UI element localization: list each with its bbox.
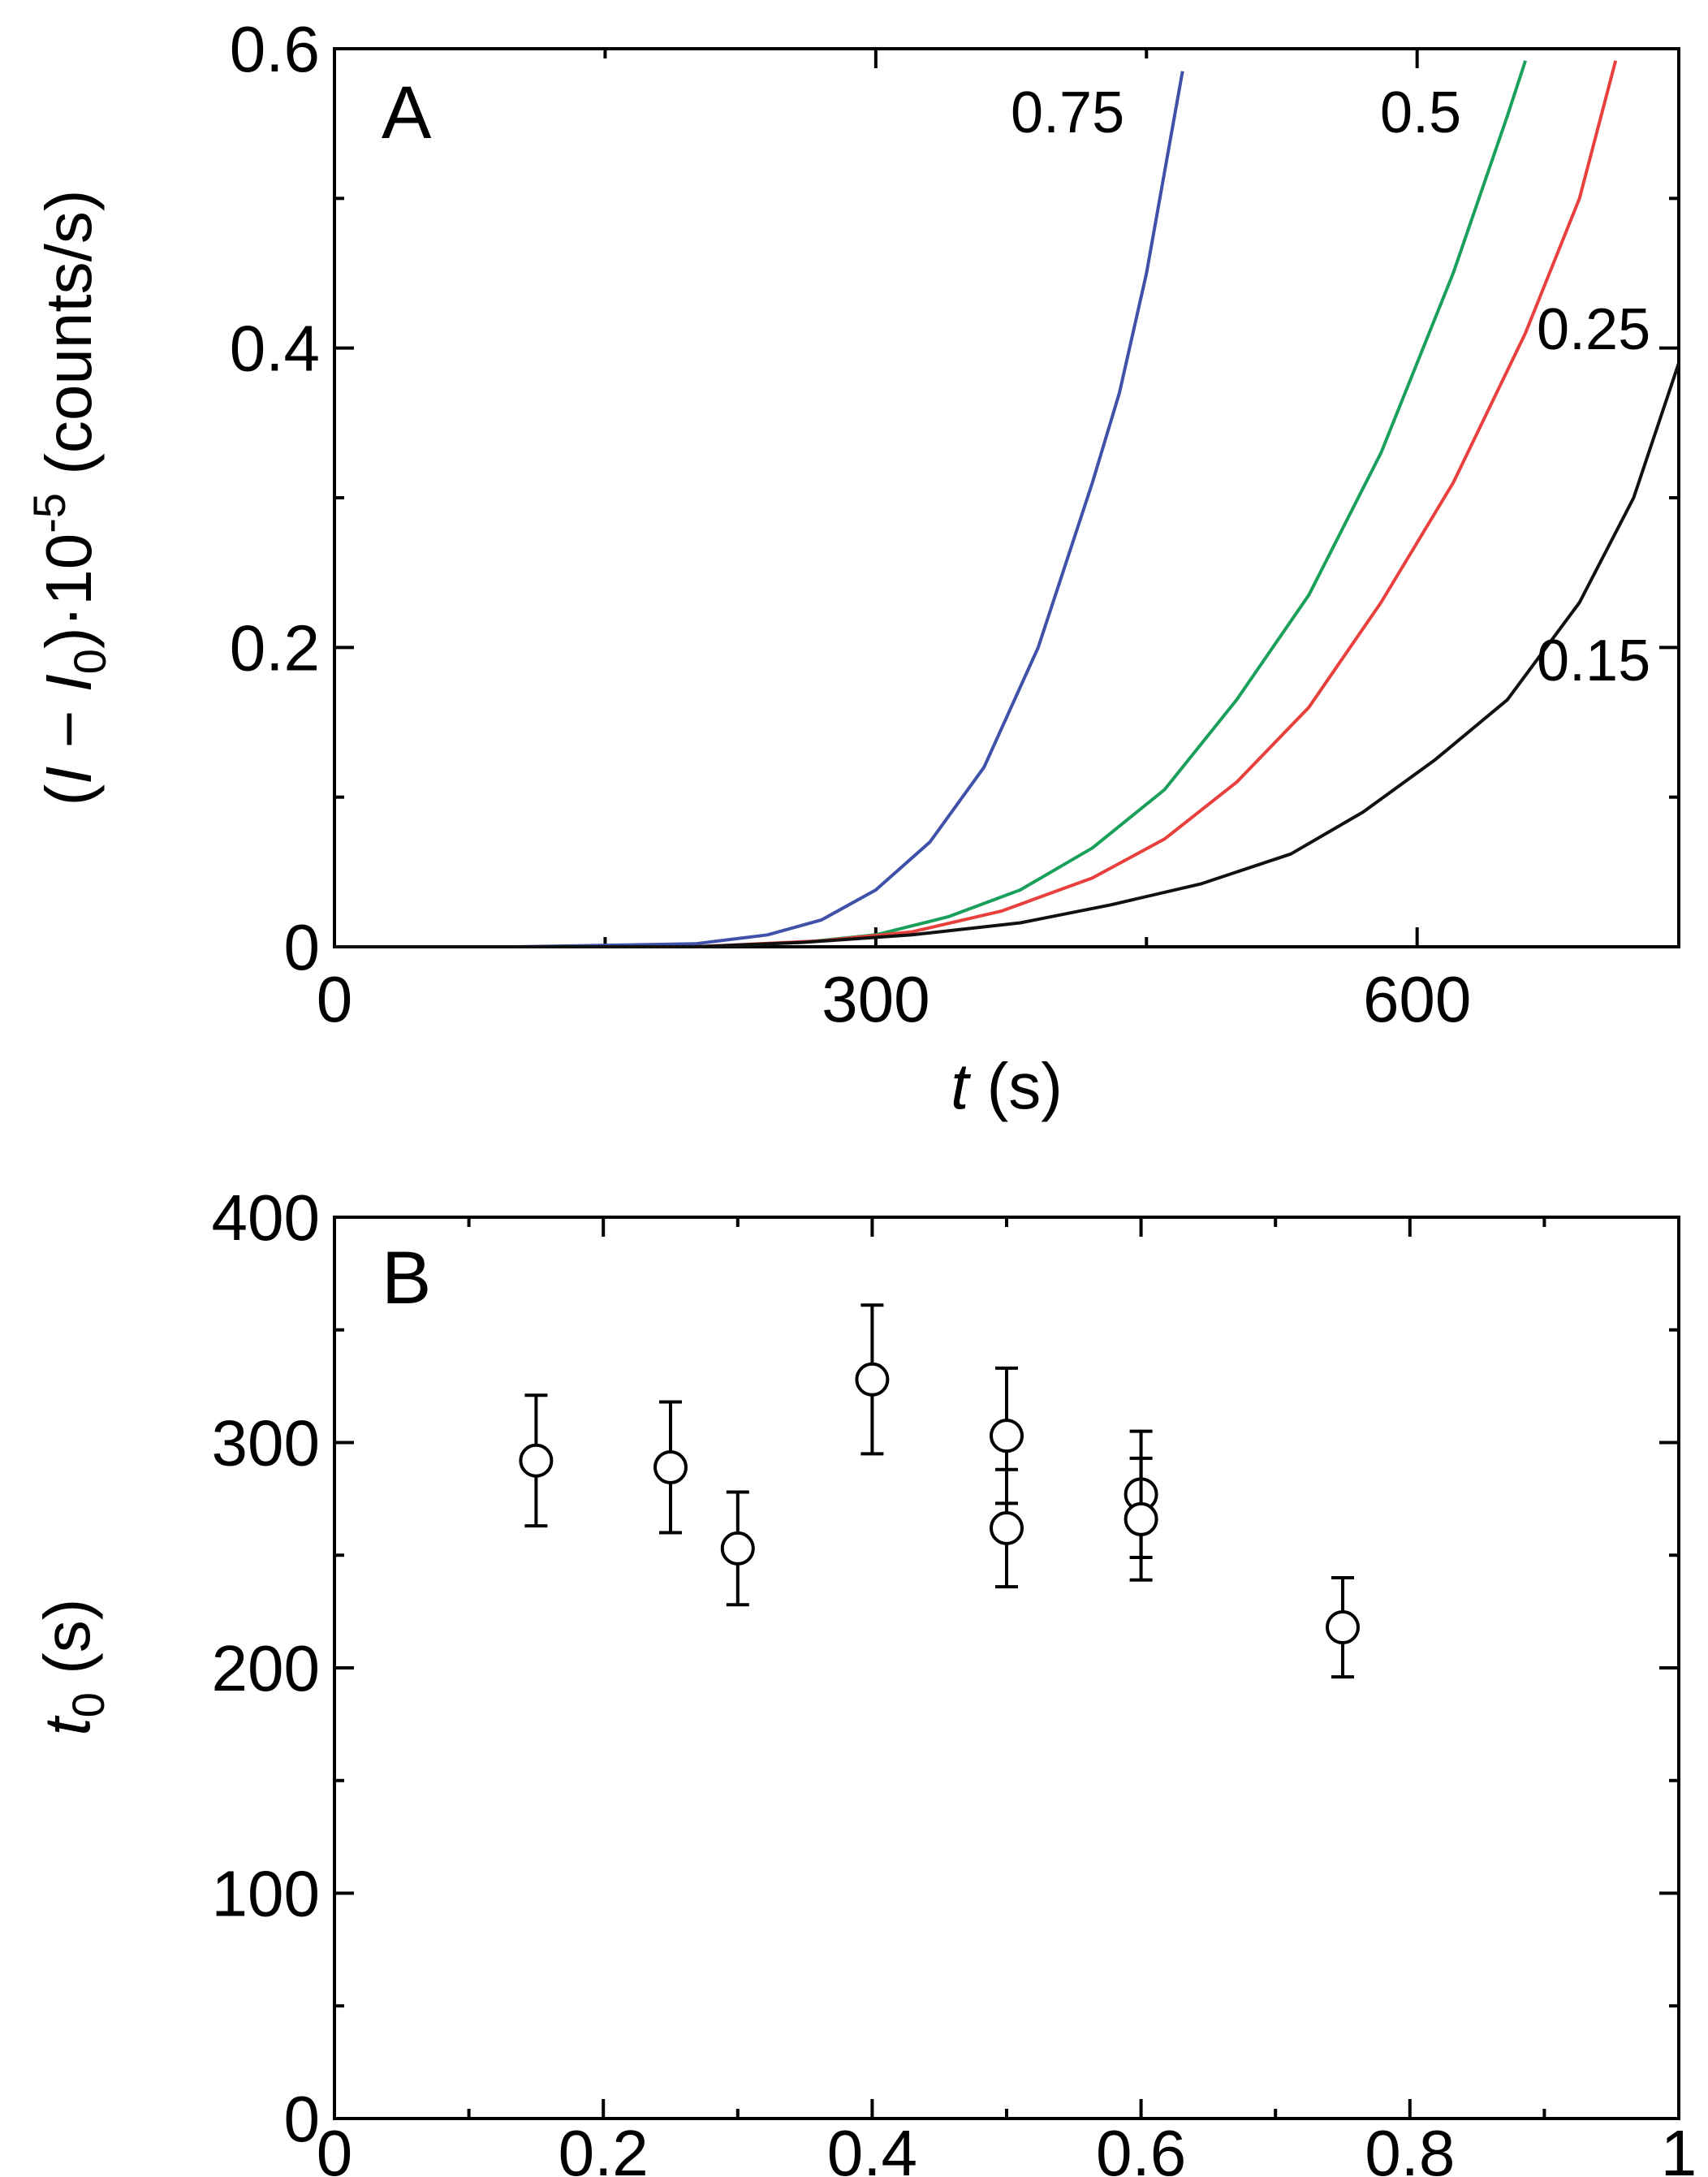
point-marker: [653, 1450, 688, 1485]
panel-a-y-axis-title: (I − I0)·10-5 (counts/s): [24, 190, 115, 806]
panel-a-curves: [334, 60, 1680, 948]
point-marker: [1124, 1501, 1158, 1536]
panel-b-x-tick-label: 0.8: [1365, 2117, 1455, 2177]
panel-b-y-tick-label: 400: [212, 1181, 320, 1254]
ylabel-part-7: (counts/s): [32, 190, 105, 493]
ylabel-part-3: I: [32, 674, 105, 692]
panel-a-y-tick-label: 0.6: [230, 13, 320, 85]
series-line-0-5: [334, 60, 1528, 948]
panel-b-y-axis-title: t0 (s): [31, 1599, 114, 1736]
point-marker: [519, 1443, 554, 1478]
panel-a-frame: [333, 47, 1680, 948]
panel-b-y-tick-label: 0: [284, 2083, 321, 2155]
data-point: [1124, 1456, 1158, 1582]
point-marker: [1326, 1610, 1360, 1645]
panel-a-x-tick-label: 0: [317, 963, 353, 1035]
ylabel-part-5: )·10: [32, 533, 105, 649]
curve-label-0-15: 0.15: [1537, 628, 1650, 693]
series-line-0-15: [334, 362, 1680, 948]
ylabel-part-1: I: [32, 767, 105, 784]
data-point: [653, 1400, 688, 1535]
data-point: [720, 1490, 755, 1607]
panel-a-x-tick-label: 600: [1363, 963, 1471, 1035]
panel-b-y-tick-label: 300: [212, 1407, 320, 1479]
panel-b-x-tick-label: 1: [1661, 2117, 1697, 2177]
panel-b-y-axis-unit: (s): [31, 1599, 103, 1693]
data-point: [519, 1393, 554, 1528]
panel-a-x-axis-var: t: [951, 1050, 971, 1122]
panel-a-y-tick-label: 0: [284, 911, 321, 983]
ylabel-part-0: (: [32, 784, 105, 806]
series-line-0-25: [334, 60, 1618, 948]
ylabel-part-4: 0: [64, 649, 115, 674]
ylabel-part-6: -5: [24, 493, 75, 533]
panel-a-y-tick-label: 0.4: [230, 313, 320, 385]
data-point: [1326, 1576, 1360, 1679]
data-point: [855, 1303, 890, 1456]
panel-a-label: A: [382, 71, 432, 154]
panel-b-frame: [333, 1216, 1680, 2120]
point-marker: [990, 1419, 1024, 1453]
panel-a: 0 300 600 0 0.2 0.4 0.6 A 0.75 0.5 0.25 0.15 t…: [24, 13, 1680, 1122]
series-line-0-75: [334, 71, 1184, 948]
panel-b-points: [519, 1303, 1360, 1679]
panel-b-y-axis-sub: 0: [63, 1692, 114, 1717]
panel-b-y-axis-var: t: [31, 1715, 103, 1735]
panel-a-x-axis-title: t (s): [951, 1050, 1063, 1122]
panel-b-x-tick-label: 0.4: [827, 2117, 917, 2177]
data-point: [990, 1467, 1024, 1589]
panel-a-x-axis-unit: (s): [968, 1050, 1063, 1122]
panel-b-ticks: 0 0.2 0.4 0.6 0.8 1 0 100 200 300 400: [212, 1181, 1697, 2177]
panel-b-label: B: [382, 1237, 431, 1320]
panel-b-x-tick-label: 0.6: [1096, 2117, 1186, 2177]
panel-a-x-tick-label: 300: [822, 963, 929, 1035]
panel-b-y-tick-label: 200: [212, 1632, 320, 1704]
panel-b-x-tick-label: 0.2: [559, 2117, 649, 2177]
panel-b-x-tick-label: 0: [317, 2117, 353, 2177]
point-marker: [855, 1362, 890, 1397]
curve-label-0-75: 0.75: [1011, 80, 1124, 145]
panel-a-ticks: 0 300 600 0 0.2 0.4 0.6: [230, 13, 1679, 1035]
curve-label-0-25: 0.25: [1537, 297, 1650, 362]
panel-b-y-tick-label: 100: [212, 1858, 320, 1930]
panel-a-y-tick-label: 0.2: [230, 611, 320, 684]
point-marker: [990, 1510, 1024, 1545]
ylabel-part-2: −: [32, 692, 105, 766]
curve-label-0-5: 0.5: [1380, 80, 1461, 145]
point-marker: [720, 1531, 755, 1566]
